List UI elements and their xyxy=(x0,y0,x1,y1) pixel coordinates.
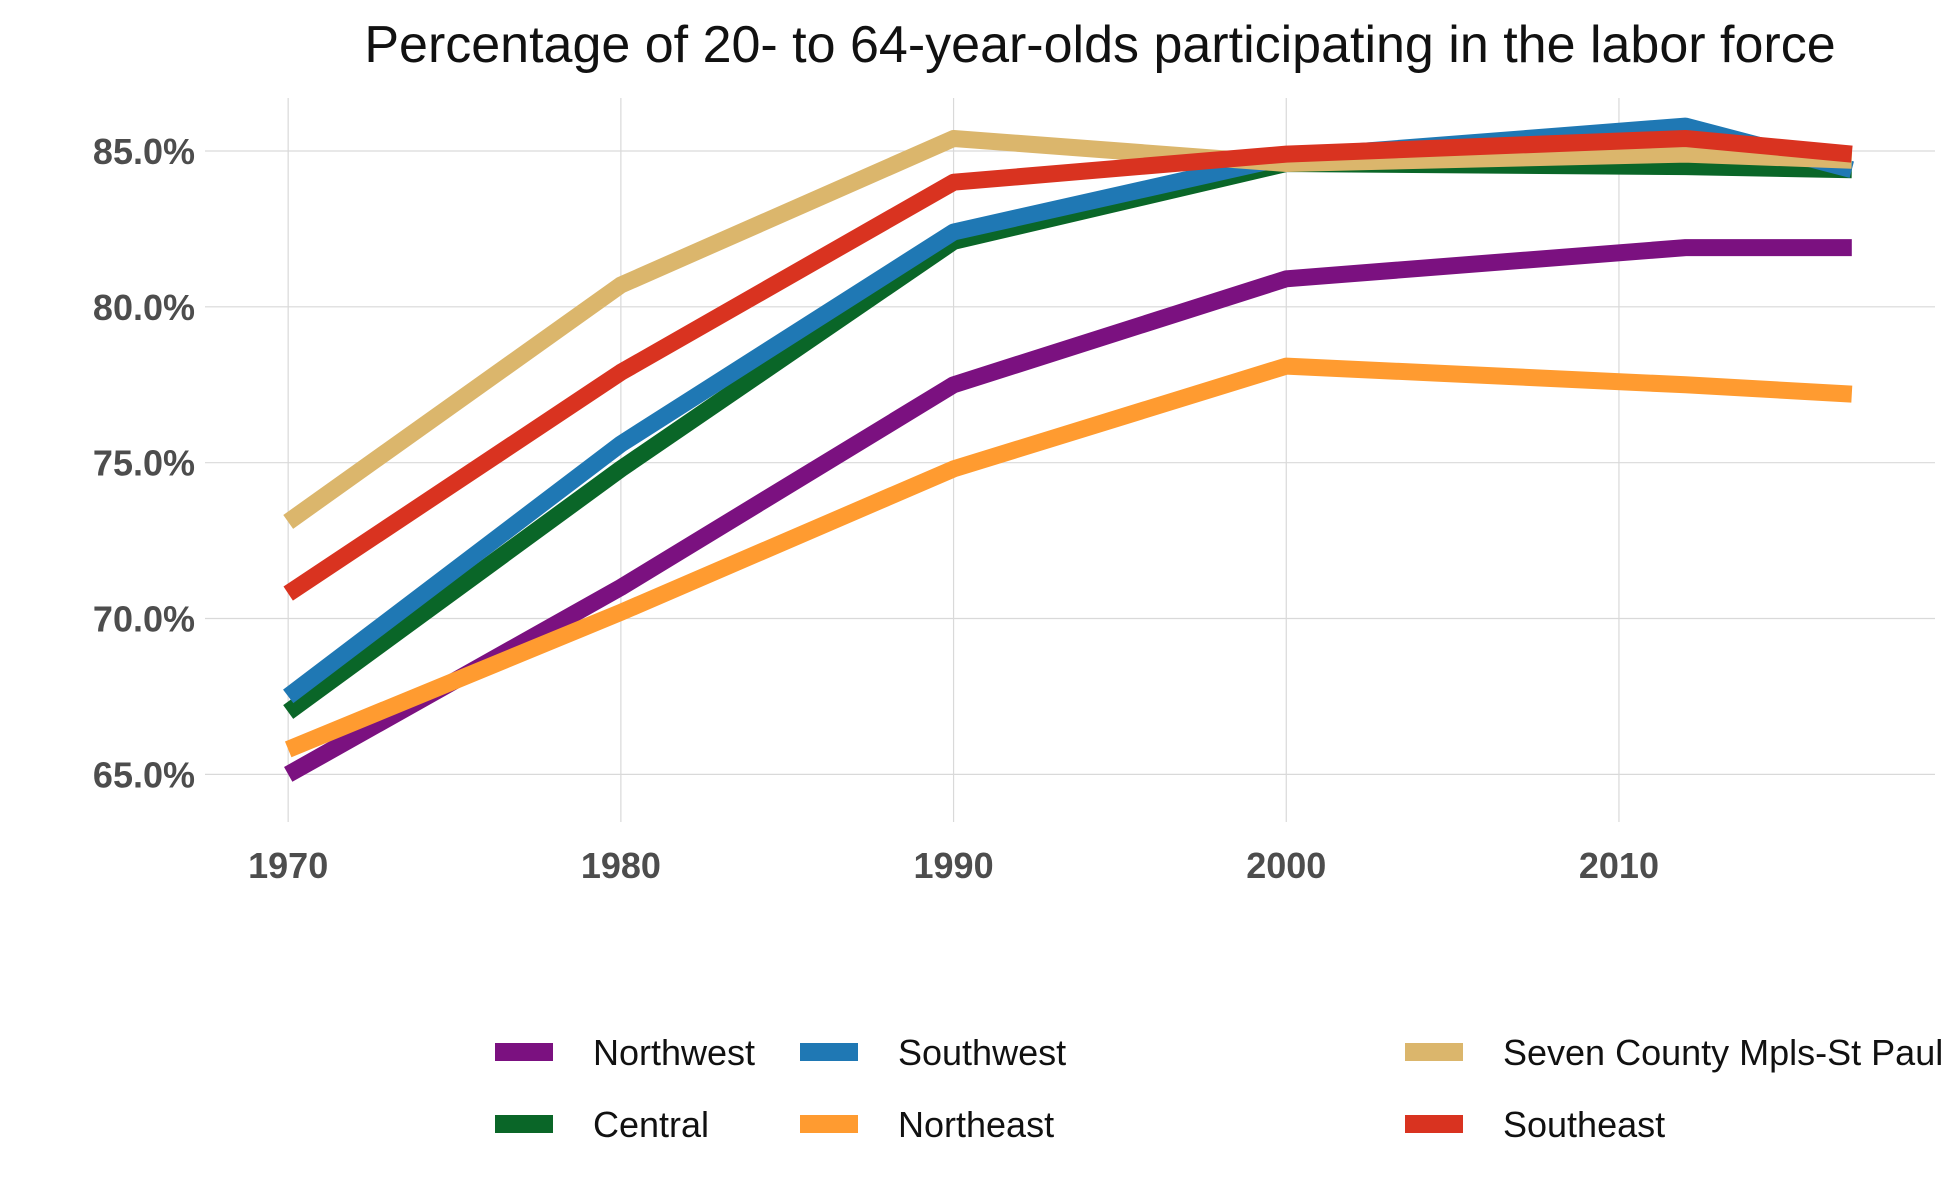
series-line-seven-county-mpls-st-paul xyxy=(283,130,1853,529)
legend-swatch xyxy=(495,1115,553,1133)
x-tick-label: 1970 xyxy=(248,845,328,886)
legend-label: Southwest xyxy=(898,1032,1066,1073)
legend-swatch xyxy=(1405,1115,1463,1133)
x-tick-label: 2000 xyxy=(1246,845,1326,886)
y-tick-label: 70.0% xyxy=(93,599,195,640)
x-tick-label: 2010 xyxy=(1579,845,1659,886)
series-line-northwest xyxy=(284,239,1852,782)
legend-label: Northeast xyxy=(898,1104,1054,1145)
legend-label: Seven County Mpls-St Paul xyxy=(1503,1032,1943,1073)
legend-item-northeast: Northeast xyxy=(800,1104,1054,1145)
y-tick-label: 80.0% xyxy=(93,287,195,328)
y-axis-tick-labels: 65.0% 70.0% 75.0% 80.0% 85.0% xyxy=(93,131,195,795)
legend-swatch xyxy=(800,1115,858,1133)
legend-swatch xyxy=(495,1043,553,1061)
series-lines xyxy=(283,117,1854,782)
legend-item-northwest: Northwest xyxy=(495,1032,755,1073)
legend-item-southeast: Southeast xyxy=(1405,1104,1665,1145)
legend-item-central: Central xyxy=(495,1104,709,1145)
y-tick-label: 75.0% xyxy=(93,443,195,484)
legend-swatch xyxy=(1405,1043,1463,1061)
x-tick-label: 1980 xyxy=(581,845,661,886)
legend: Northwest Central Southwest Northeast Seven … xyxy=(495,1032,1943,1145)
x-tick-label: 1990 xyxy=(914,845,994,886)
legend-item-seven-county-mpls-st-paul: Seven County Mpls-St Paul xyxy=(1405,1032,1943,1073)
legend-label: Southeast xyxy=(1503,1104,1665,1145)
y-tick-label: 65.0% xyxy=(93,754,195,795)
legend-label: Central xyxy=(593,1104,709,1145)
legend-swatch xyxy=(800,1043,858,1061)
series-line-southwest xyxy=(283,117,1854,704)
y-tick-label: 85.0% xyxy=(93,131,195,172)
legend-item-southwest: Southwest xyxy=(800,1032,1066,1073)
x-axis-tick-labels: 1970 1980 1990 2000 2010 xyxy=(248,845,1659,886)
series-line-northeast xyxy=(284,357,1853,758)
legend-label: Northwest xyxy=(593,1032,755,1073)
series-line-southeast xyxy=(283,130,1853,601)
chart-title: Percentage of 20- to 64-year-olds partic… xyxy=(364,16,1835,74)
